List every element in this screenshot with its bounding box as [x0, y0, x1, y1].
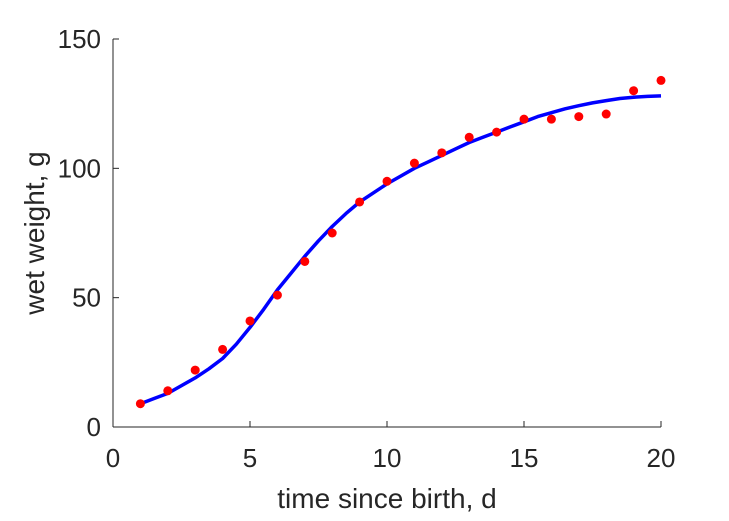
- data-point: [492, 127, 502, 137]
- fit-curve: [139, 94, 662, 406]
- data-point: [190, 365, 200, 375]
- y-tick-label: 100: [58, 153, 101, 183]
- axes: 0 5 10 15 20 0 50 100 150: [58, 24, 676, 473]
- data-point: [135, 399, 145, 409]
- data-point: [437, 148, 447, 158]
- data-point: [574, 112, 584, 122]
- data-point: [355, 197, 365, 207]
- data-point: [409, 158, 419, 168]
- y-tick-label: 150: [58, 24, 101, 54]
- data-point: [629, 86, 639, 96]
- x-tick-label: 5: [243, 443, 257, 473]
- data-point: [464, 132, 474, 142]
- data-point: [382, 176, 392, 186]
- data-point: [327, 228, 337, 238]
- data-point: [546, 114, 556, 124]
- x-tick-label: 20: [647, 443, 676, 473]
- data-point: [300, 256, 310, 266]
- data-point: [272, 290, 282, 300]
- data-point: [601, 109, 611, 119]
- x-tick-label: 15: [510, 443, 539, 473]
- data-point: [519, 114, 529, 124]
- x-axis-label: time since birth, d: [277, 483, 496, 514]
- x-tick-label: 10: [373, 443, 402, 473]
- y-tick-label: 50: [72, 283, 101, 313]
- data-point: [163, 386, 173, 396]
- data-point: [218, 344, 228, 354]
- data-point: [245, 316, 255, 326]
- data-point: [656, 75, 666, 85]
- fit-curve-group: [139, 94, 662, 406]
- data-points-group: [135, 75, 666, 409]
- y-tick-label: 0: [87, 412, 101, 442]
- x-tick-label: 0: [106, 443, 120, 473]
- y-axis-label: wet weight, g: [19, 151, 50, 315]
